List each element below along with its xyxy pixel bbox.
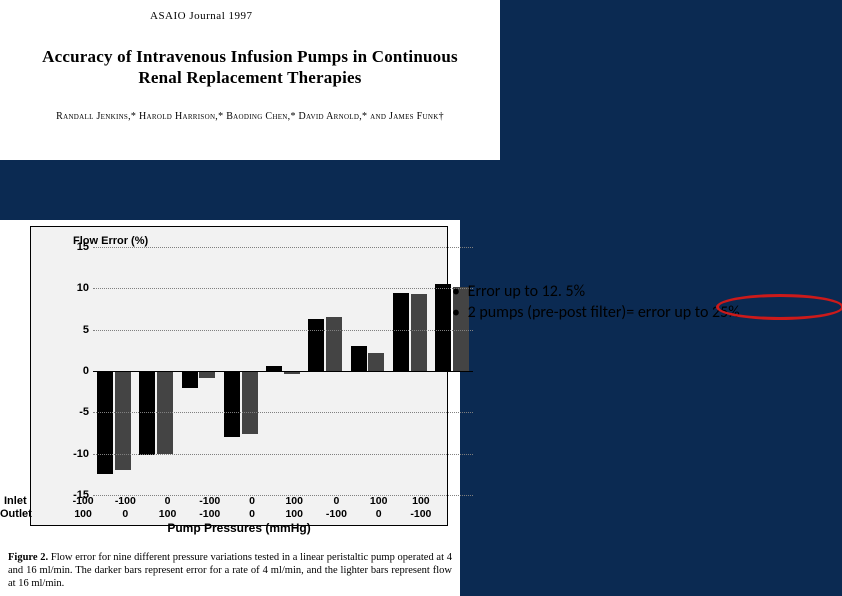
title-line-2: Renal Replacement Therapies (138, 68, 361, 87)
bar-dark (308, 319, 324, 371)
gridline (93, 288, 473, 289)
bullet-1-text: Error up to 12. 5% (468, 282, 585, 301)
gridline (93, 371, 473, 372)
figure-caption: Figure 2. Flow error for nine different … (8, 551, 452, 590)
bar-dark (97, 371, 113, 474)
journal-name: ASAIO Journal 1997 (150, 10, 480, 22)
ytick-label: 0 (69, 365, 89, 377)
title-line-1: Accuracy of Intravenous Infusion Pumps i… (42, 47, 458, 66)
xlabel-inlet: 100 (400, 495, 442, 507)
bullet-list: • Error up to 12. 5% • 2 pumps (pre-post… (452, 282, 840, 324)
row-label-inlet: Inlet (4, 495, 27, 507)
xlabel-inlet: 100 (358, 495, 400, 507)
plot-area: -15-10-5051015 (93, 247, 473, 495)
gridline (93, 412, 473, 413)
caption-text: Flow error for nine different pressure v… (8, 552, 452, 589)
xlabel-inlet: 0 (147, 495, 189, 507)
ytick-label: -5 (69, 406, 89, 418)
xlabel-inlet: 0 (315, 495, 357, 507)
ytick-label: 5 (69, 324, 89, 336)
chart-frame: Flow Error (%) -15-10-5051015 (30, 226, 448, 526)
bar-dark (351, 346, 367, 371)
bar-dark (435, 284, 451, 371)
paper-header: ASAIO Journal 1997 Accuracy of Intraveno… (0, 0, 500, 160)
xlabel-outlet: -100 (400, 508, 442, 520)
bar-light (326, 317, 342, 371)
ytick-label: 15 (69, 241, 89, 253)
bar-dark (224, 371, 240, 437)
bullet-icon: • (452, 303, 464, 322)
bar-dark (182, 371, 198, 388)
xlabel-inlet: 100 (273, 495, 315, 507)
xlabel-inlet: 0 (231, 495, 273, 507)
xlabel-outlet: -100 (315, 508, 357, 520)
xlabel-outlet: 0 (231, 508, 273, 520)
xlabel-inlet: -100 (104, 495, 146, 507)
gridline (93, 330, 473, 331)
xlabel-outlet: 100 (147, 508, 189, 520)
bar-light (242, 371, 258, 434)
bullet-icon: • (452, 282, 464, 301)
xlabel-outlet: -100 (189, 508, 231, 520)
bullet-2-pre: 2 pumps (pre-post filter) (468, 303, 627, 322)
xlabel-outlet: 0 (358, 508, 400, 520)
xlabel-outlet: 100 (62, 508, 104, 520)
caption-lead: Figure 2. (8, 552, 48, 563)
bar-dark (393, 293, 409, 371)
xlabel-inlet: -100 (189, 495, 231, 507)
xlabel-inlet: -100 (62, 495, 104, 507)
ytick-label: 10 (69, 282, 89, 294)
xlabel-outlet: 0 (104, 508, 146, 520)
gridline (93, 454, 473, 455)
row-label-outlet: Outlet (0, 508, 32, 520)
ytick-label: -10 (69, 448, 89, 460)
bar-light (411, 294, 427, 371)
bar-light (115, 371, 131, 470)
paper-title: Accuracy of Intravenous Infusion Pumps i… (20, 46, 480, 89)
bullet-2-post: = error up to 25% (626, 303, 739, 322)
paper-authors: Randall Jenkins,* Harold Harrison,* Baod… (20, 111, 480, 122)
bullet-1: • Error up to 12. 5% (452, 282, 840, 301)
bullet-2: • 2 pumps (pre-post filter)= error up to… (452, 303, 840, 322)
figure-panel: Flow Error (%) -15-10-5051015 Inlet Outl… (0, 220, 460, 596)
x-axis-title: Pump Pressures (mmHg) (30, 521, 448, 535)
xlabel-outlet: 100 (273, 508, 315, 520)
bar-light (368, 353, 384, 371)
gridline (93, 247, 473, 248)
